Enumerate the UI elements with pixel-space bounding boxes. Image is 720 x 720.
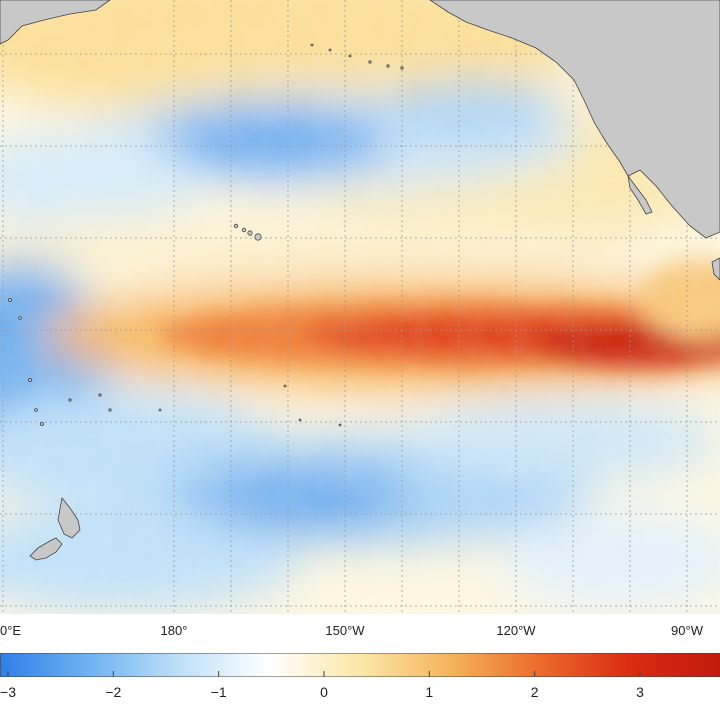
- land-masses: [0, 0, 720, 561]
- sea-surface-temperature-anomaly-map: [0, 0, 720, 614]
- longitude-tick-label: 120°W: [496, 623, 536, 638]
- islands: [7, 43, 404, 427]
- gridlines: [0, 0, 720, 614]
- colorbar-tick-label: −2: [105, 684, 122, 700]
- colorbar-tick-label: 0: [320, 684, 328, 700]
- baja-peninsula: [627, 175, 653, 215]
- longitude-tick-label: 150°W: [325, 623, 365, 638]
- new-zealand: [29, 497, 81, 561]
- longitude-tick-label: 90°W: [671, 623, 703, 638]
- siberia-coast: [0, 0, 111, 45]
- longitude-tick-label: 0°E: [0, 623, 22, 638]
- aleutian-islands: [310, 43, 404, 70]
- colorbar-tick-label: 3: [636, 684, 644, 700]
- south-america-tip: [711, 257, 720, 281]
- hawaii-islands: [233, 223, 262, 241]
- colorbar-tick-label: 2: [530, 684, 539, 700]
- colorbar-tick-label: −3: [0, 684, 16, 700]
- colorbar-tick-label: 1: [425, 684, 434, 700]
- pacific-islands: [7, 297, 342, 427]
- north-america: [429, 0, 720, 239]
- longitude-tick-label: 180°: [160, 623, 188, 638]
- colorbar-tick-label: −1: [210, 684, 227, 700]
- colorbar: [0, 653, 720, 677]
